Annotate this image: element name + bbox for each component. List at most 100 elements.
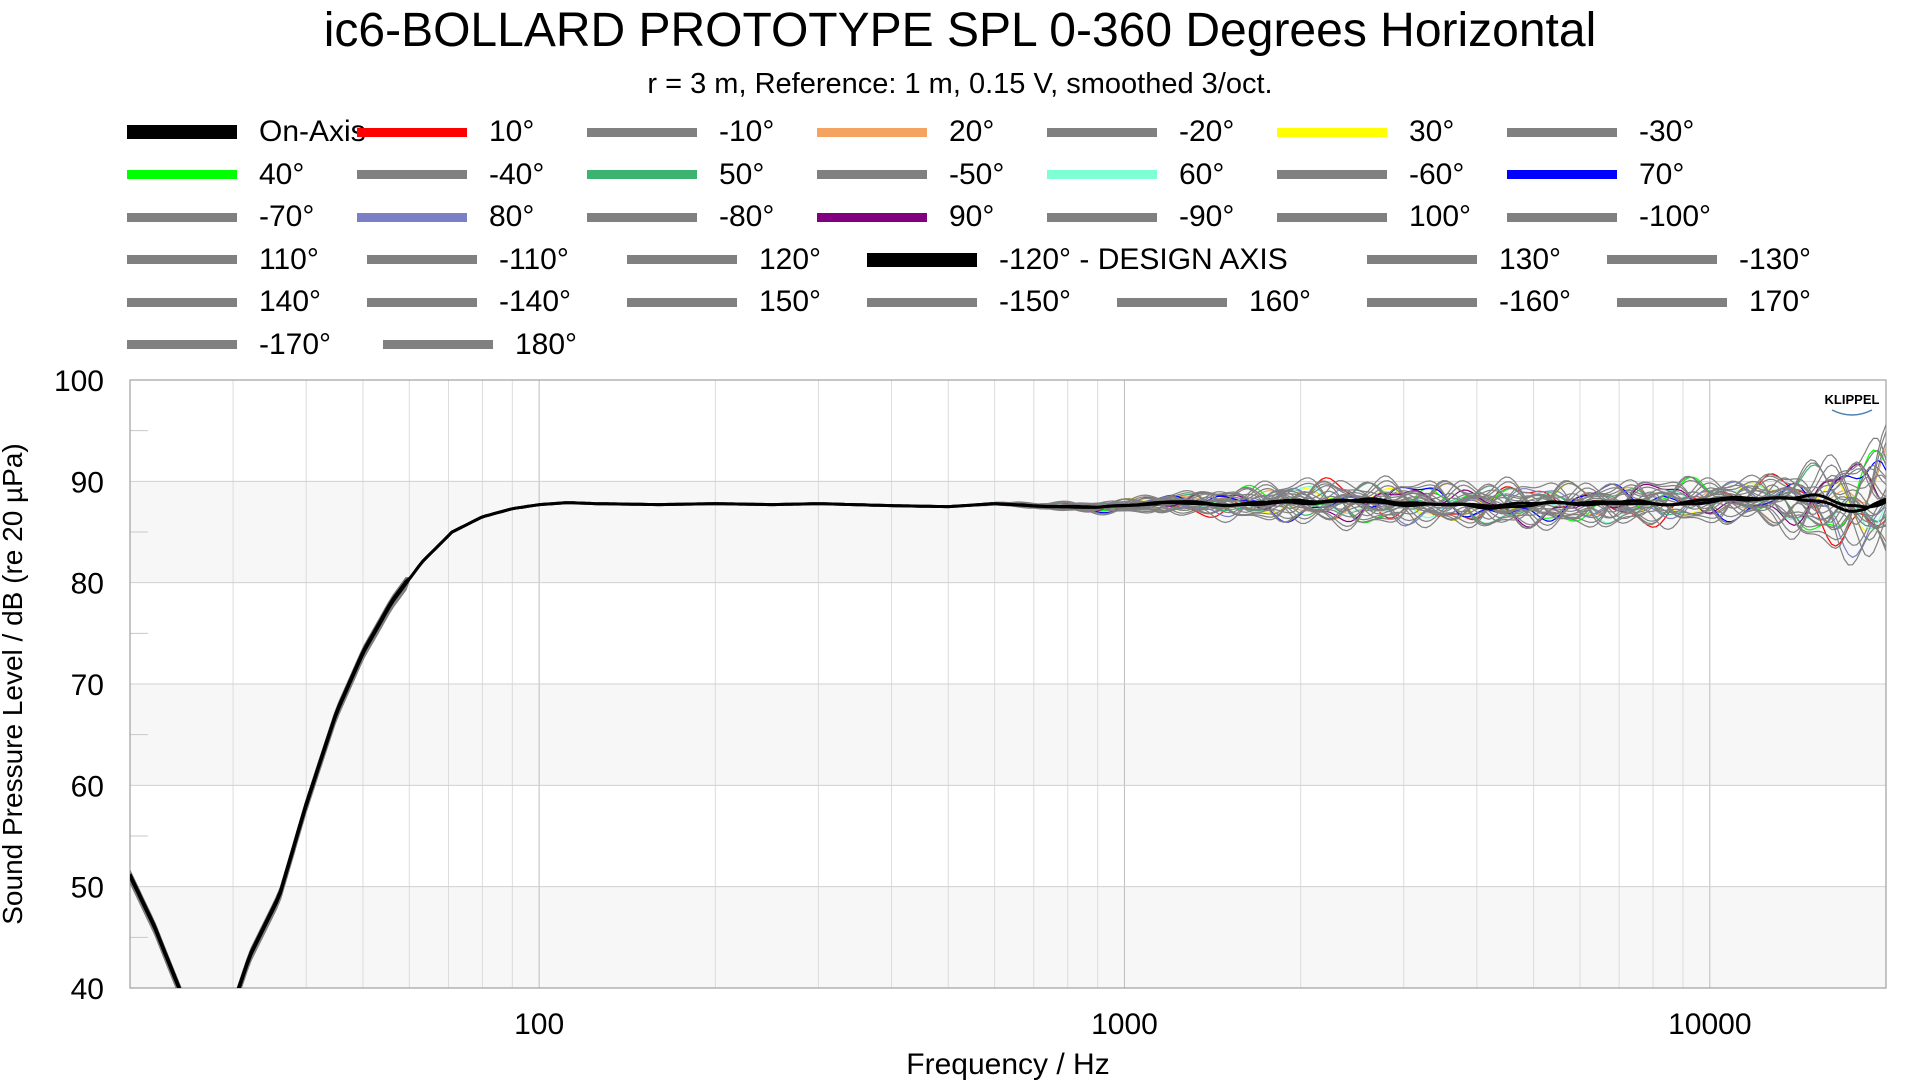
legend-item: -20°	[1047, 112, 1234, 152]
legend-label: 10°	[489, 115, 535, 148]
x-tick-label: 10000	[1668, 1008, 1751, 1041]
legend-item: 180°	[383, 325, 577, 365]
legend-label: 30°	[1409, 115, 1455, 148]
legend-swatch	[127, 212, 237, 222]
legend-swatch	[587, 212, 697, 222]
legend-swatch	[1047, 170, 1157, 179]
legend-swatch	[127, 297, 237, 307]
legend-label: -100°	[1639, 200, 1712, 233]
legend-swatch	[1277, 212, 1387, 222]
legend-label: 50°	[719, 157, 765, 191]
legend-item: 140°	[127, 282, 321, 322]
series-line	[130, 495, 1886, 988]
chart-title: ic6-BOLLARD PROTOTYPE SPL 0-360 Degrees …	[323, 4, 1597, 57]
y-tick-label: 60	[71, 770, 104, 803]
y-tick-label: 90	[71, 466, 104, 499]
klippel-logo: KLIPPEL	[1825, 392, 1880, 407]
legend-swatch	[817, 170, 927, 179]
legend-item: -40°	[357, 155, 544, 195]
x-tick-label: 100	[514, 1008, 564, 1041]
y-tick-label: 40	[71, 973, 104, 1006]
legend-swatch	[1607, 255, 1717, 264]
legend-swatch	[1117, 297, 1227, 307]
legend-label: -130°	[1739, 242, 1812, 276]
legend-item: -100°	[1507, 197, 1711, 237]
legend-label: -60°	[1409, 157, 1465, 191]
legend-label: -70°	[259, 200, 315, 233]
legend-item: 30°	[1277, 112, 1454, 152]
legend-swatch	[127, 340, 237, 349]
legend-item: 90°	[817, 197, 994, 237]
legend-label: -20°	[1179, 115, 1235, 148]
legend-label: -110°	[499, 242, 569, 276]
legend-item: 100°	[1277, 197, 1471, 237]
legend-item: -110°	[367, 240, 569, 280]
legend-swatch	[587, 170, 697, 179]
legend-item: -160°	[1367, 282, 1571, 322]
legend-swatch	[367, 255, 477, 264]
legend-item: 150°	[627, 282, 821, 322]
legend-swatch	[127, 125, 237, 139]
y-axis-label: Sound Pressure Level / dB (re 20 µPa)	[0, 443, 28, 925]
legend-item: 50°	[587, 155, 764, 195]
klippel-logo-arc	[1831, 409, 1873, 416]
legend-item: 40°	[127, 155, 304, 195]
x-axis-label: Frequency / Hz	[906, 1048, 1109, 1080]
legend-swatch	[127, 255, 237, 264]
legend-swatch	[357, 212, 467, 222]
legend-swatch	[1507, 127, 1617, 137]
legend-label: 170°	[1749, 285, 1812, 318]
legend-item: 80°	[357, 197, 534, 237]
legend-label: 160°	[1249, 285, 1312, 318]
plot-frame	[129, 379, 1887, 989]
legend-swatch	[817, 212, 927, 222]
legend-label: 180°	[515, 327, 578, 361]
legend-item: 170°	[1617, 282, 1811, 322]
legend-item: -130°	[1607, 240, 1811, 280]
y-tick-label: 80	[71, 568, 104, 601]
legend-label: 150°	[759, 285, 822, 318]
legend-item: -60°	[1277, 155, 1464, 195]
legend-item: -170°	[127, 325, 331, 365]
legend-label: -170°	[259, 327, 332, 361]
legend-item: 130°	[1367, 240, 1561, 280]
legend-swatch	[367, 297, 477, 307]
plot-band	[130, 380, 1886, 482]
plot-band	[130, 785, 1886, 887]
legend-label: 140°	[259, 285, 322, 318]
y-tick-label: 70	[71, 669, 104, 702]
legend-item: 70°	[1507, 155, 1684, 195]
legend-label: 110°	[259, 242, 319, 276]
legend-label: 40°	[259, 157, 305, 191]
legend-swatch	[357, 127, 467, 137]
legend-label: -50°	[949, 157, 1005, 191]
legend-label: -90°	[1179, 200, 1235, 233]
legend-item: -150°	[867, 282, 1071, 322]
x-tick-label: 1000	[1091, 1008, 1158, 1041]
legend-label: 100°	[1409, 200, 1472, 233]
y-tick-label: 100	[54, 365, 104, 398]
legend-item: On-Axis	[127, 112, 366, 152]
legend-item: -10°	[587, 112, 774, 152]
legend-item: 160°	[1117, 282, 1311, 322]
legend-item: -120° - DESIGN AXIS	[867, 240, 1288, 280]
legend-item: 20°	[817, 112, 994, 152]
legend-swatch	[587, 127, 697, 137]
legend-item: -70°	[127, 197, 314, 237]
legend-swatch	[817, 127, 927, 137]
legend-swatch	[383, 340, 493, 349]
legend-label: -40°	[489, 157, 545, 191]
legend-label: 90°	[949, 200, 995, 233]
plot-band	[130, 582, 1886, 684]
legend-label: 60°	[1179, 157, 1225, 191]
legend-item: -80°	[587, 197, 774, 237]
legend-label: -160°	[1499, 285, 1572, 318]
legend-label: On-Axis	[259, 115, 366, 148]
legend-label: -150°	[999, 285, 1072, 318]
y-tick-label: 50	[71, 872, 104, 905]
legend-label: 120°	[759, 242, 822, 276]
legend-swatch	[1367, 255, 1477, 264]
legend-item: -50°	[817, 155, 1004, 195]
legend-label: -140°	[499, 285, 572, 318]
